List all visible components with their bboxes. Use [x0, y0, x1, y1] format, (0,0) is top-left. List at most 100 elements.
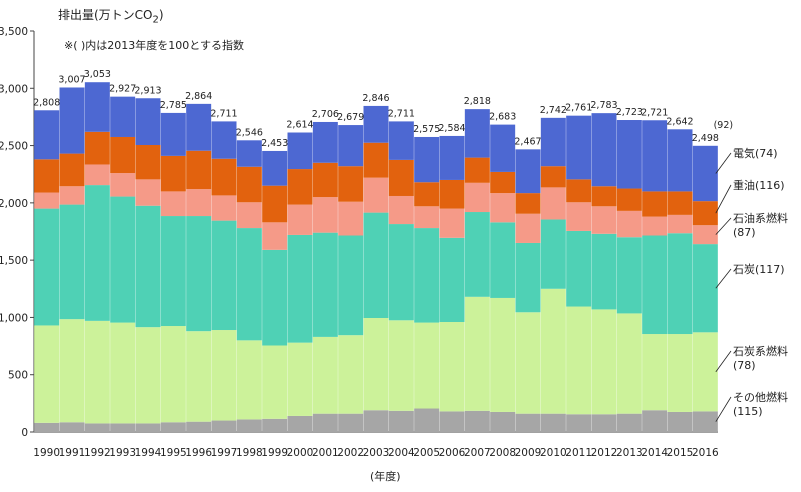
total-label: 2,742 [540, 105, 567, 116]
bar-segment [439, 208, 465, 238]
bar-segment [59, 204, 85, 320]
bar-segment [262, 150, 288, 186]
bar-segment [110, 96, 136, 137]
bar-segment [439, 135, 465, 180]
bar-segment [439, 237, 465, 323]
bar-segment [135, 327, 161, 424]
bar-segment [591, 113, 617, 187]
x-tick-label: 2003 [363, 447, 390, 459]
bar-segment [566, 230, 592, 307]
bar-segment [160, 216, 186, 327]
bar-segment [566, 179, 592, 203]
bar-segment [211, 121, 237, 159]
x-tick-label: 2008 [489, 447, 516, 459]
legend-label: 石炭(117) [733, 263, 785, 276]
total-label: 2,864 [185, 91, 212, 102]
bar-segment [515, 193, 541, 214]
bar-segment [312, 336, 338, 414]
bar-segment [591, 206, 617, 234]
bar-segment [59, 153, 85, 187]
bar-segment [490, 222, 516, 298]
total-label: 2,808 [33, 97, 60, 108]
x-tick-label: 2011 [565, 447, 592, 459]
bar-segment [642, 216, 668, 236]
bar-segment [110, 173, 136, 197]
bar-segment [186, 150, 212, 190]
bar-segment [262, 185, 288, 223]
bar-segment [464, 157, 490, 183]
bar-segment [160, 191, 186, 217]
bar-segment [160, 155, 186, 192]
bar-segment [135, 205, 161, 328]
bar-segment [135, 144, 161, 180]
bar-segment [515, 149, 541, 194]
bar-segment [236, 140, 262, 167]
bar-segment [642, 120, 668, 192]
x-tick-label: 2006 [439, 447, 466, 459]
legend-label: 重油(116) [733, 178, 785, 192]
total-label: 2,818 [464, 96, 491, 107]
bar-segment [236, 202, 262, 229]
total-index-label: (92) [714, 120, 734, 131]
x-tick-label: 2005 [413, 447, 440, 459]
bar-segment [211, 195, 237, 221]
bar-segment [211, 220, 237, 331]
bar-segment [59, 186, 85, 205]
bar-segment [34, 208, 60, 326]
bar-segment [616, 413, 642, 432]
bar-segment [236, 228, 262, 341]
bar-segment [312, 121, 338, 163]
bar-segment [490, 124, 516, 172]
bar-segment [490, 297, 516, 412]
bar-segment [692, 411, 718, 432]
bar-segment [338, 201, 364, 236]
legend-label: その他燃料(115) [733, 390, 788, 418]
legend-leader-line [715, 152, 732, 174]
total-label: 2,679 [337, 112, 364, 123]
bar-segment [464, 296, 490, 411]
legend-leader-line [715, 217, 732, 235]
bar-segment [34, 192, 60, 209]
bar-segment [211, 420, 237, 432]
bar-segment [642, 235, 668, 335]
legend-label: 電気(74) [733, 146, 778, 160]
bar-segment [135, 423, 161, 432]
bar-segment [616, 120, 642, 189]
bar-segment [363, 105, 389, 143]
total-label: 2,721 [641, 107, 668, 118]
total-label: 2,783 [590, 100, 617, 111]
bar-segment [642, 191, 668, 217]
bar-segment [566, 202, 592, 231]
bar-segment [312, 197, 338, 233]
bar-segment [439, 322, 465, 412]
x-tick-label: 1997 [211, 447, 238, 459]
x-tick-label: 1996 [185, 447, 212, 459]
bar-segment [540, 413, 566, 432]
bar-segment [262, 222, 288, 250]
bar-segment [616, 188, 642, 211]
y-tick-label: 0 [21, 427, 28, 439]
bar-segment [312, 413, 338, 432]
y-tick-label: 2,500 [0, 141, 28, 153]
total-label: 3,007 [58, 74, 85, 85]
y-tick-label: 1,500 [0, 255, 28, 267]
bar-segment [287, 234, 313, 343]
bar-segment [84, 423, 110, 432]
bar-segment [388, 195, 414, 225]
total-label: 2,584 [438, 123, 465, 134]
legend-label: 石炭系燃料(78) [733, 344, 788, 372]
bar-segment [439, 179, 465, 209]
total-label: 2,614 [286, 120, 313, 131]
y-tick-label: 3,000 [0, 83, 28, 95]
total-label: 2,846 [362, 93, 389, 104]
x-tick-label: 2001 [312, 447, 339, 459]
x-tick-label: 2009 [515, 447, 542, 459]
legend-leader-line [715, 184, 732, 214]
bar-segment [84, 320, 110, 424]
bar-segment [642, 334, 668, 411]
bar-segment [186, 421, 212, 432]
bar-segment [338, 335, 364, 414]
bar-segment [59, 422, 85, 432]
total-label: 2,642 [666, 116, 693, 127]
total-label: 2,711 [388, 108, 415, 119]
